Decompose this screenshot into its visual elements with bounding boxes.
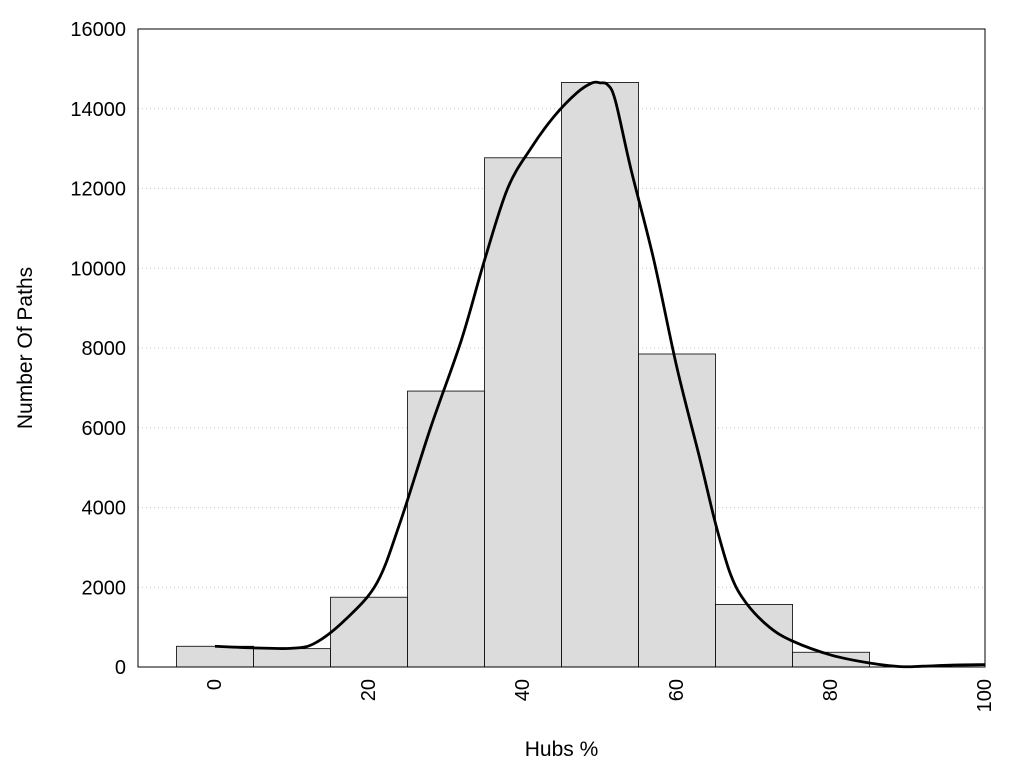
x-tick-label: 20 bbox=[358, 679, 380, 701]
x-tick-label: 100 bbox=[974, 679, 996, 712]
y-tick-label: 8000 bbox=[82, 338, 127, 360]
x-tick-label: 40 bbox=[512, 679, 534, 701]
density-curve bbox=[214, 80, 986, 669]
y-tick-label: 4000 bbox=[82, 498, 127, 520]
y-tick-label: 14000 bbox=[70, 99, 126, 121]
histogram-bar bbox=[638, 353, 716, 668]
x-tick-label: 60 bbox=[666, 679, 688, 701]
y-tick-label: 16000 bbox=[70, 19, 126, 41]
x-axis-ticks: 0 20 40 60 80 100 bbox=[204, 679, 996, 712]
y-tick-label: 2000 bbox=[82, 577, 127, 599]
y-tick-label: 10000 bbox=[70, 258, 126, 280]
histogram-bar bbox=[407, 390, 485, 668]
histogram-bars bbox=[176, 82, 870, 668]
y-tick-label: 0 bbox=[115, 657, 126, 679]
x-tick-label: 80 bbox=[820, 679, 842, 701]
histogram-bar bbox=[330, 596, 408, 668]
x-tick-label: 0 bbox=[204, 679, 226, 690]
density-curve-layer bbox=[214, 80, 986, 669]
histogram-bar bbox=[253, 648, 331, 668]
y-axis-ticks: 0 2000 4000 6000 8000 10000 12000 14000 16000 bbox=[70, 19, 126, 679]
y-tick-label: 6000 bbox=[82, 418, 127, 440]
plot-frame bbox=[137, 28, 986, 668]
histogram-bar bbox=[176, 645, 254, 668]
histogram-bar bbox=[484, 157, 562, 668]
histogram-bar bbox=[561, 82, 639, 668]
y-tick-label: 12000 bbox=[70, 179, 126, 201]
y-axis-title: Number Of Paths bbox=[14, 267, 37, 429]
x-axis-title: Hubs % bbox=[525, 738, 599, 761]
